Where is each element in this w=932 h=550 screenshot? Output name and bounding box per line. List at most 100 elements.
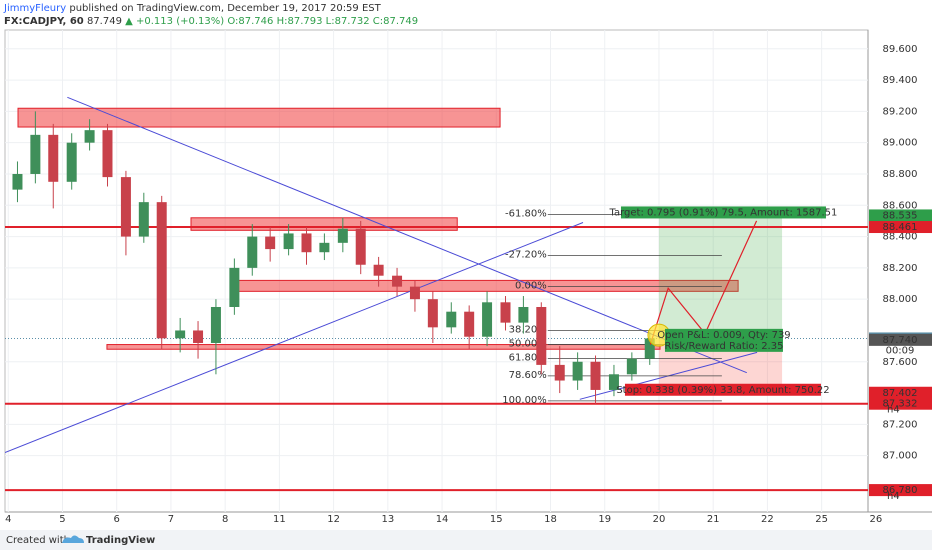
x-tick-label: 14 <box>436 514 449 525</box>
header-line: JimmyFleury published on TradingView.com… <box>3 3 382 14</box>
x-tick-label: 26 <box>869 514 882 525</box>
zone <box>106 344 661 350</box>
y-tick-label: 87.600 <box>883 357 918 368</box>
x-tick-label: 22 <box>761 514 774 525</box>
countdown-box <box>869 344 932 356</box>
candle-body <box>392 275 403 287</box>
candle-body <box>590 361 601 390</box>
y-tick-label: 89.400 <box>883 75 918 86</box>
candle-body <box>138 202 149 237</box>
x-tick-label: 15 <box>490 514 503 525</box>
candle-body <box>12 173 23 190</box>
fib-label: 0.00% <box>515 281 547 292</box>
author[interactable]: JimmyFleury <box>3 3 66 14</box>
fib-label: 38.20% <box>509 324 547 335</box>
candle-body <box>30 134 41 174</box>
candle-body <box>608 374 619 390</box>
x-tick-label: 19 <box>598 514 611 525</box>
price-label-box <box>869 386 932 399</box>
candle-body <box>229 267 240 307</box>
zone <box>190 217 458 231</box>
brand[interactable]: TradingView <box>86 535 155 546</box>
x-tick-label: 11 <box>273 514 286 525</box>
x-tick-label: 4 <box>5 514 11 525</box>
candle-body <box>355 228 366 265</box>
y-tick-label: 88.000 <box>883 294 918 305</box>
axes: 87.000 87.200 87.600 88.000 88.200 88.400 88.6… <box>5 44 932 525</box>
x-tick-label: 7 <box>168 514 174 525</box>
x-tick-label: 25 <box>815 514 828 525</box>
stop-label-box <box>624 383 821 396</box>
candle-body <box>66 142 77 182</box>
y-tick-label: 87.200 <box>883 419 918 430</box>
brand-logo <box>62 535 84 543</box>
y-tick-label: 89.000 <box>883 138 918 149</box>
plot-area: -61.80% -27.20% 0.00% 38.20% 50.00% 61.80% 78.… <box>5 30 868 512</box>
candle-body <box>175 330 186 339</box>
candle-body <box>536 306 547 365</box>
candle-body <box>626 358 637 375</box>
fib-label: -61.80% <box>505 209 547 220</box>
price-label-box <box>869 484 932 497</box>
level-note: h4 <box>887 491 900 502</box>
fib-label: 78.60% <box>509 370 547 381</box>
pnl-label: Open P&L: 0.009, Qty: 739 <box>657 330 790 341</box>
symbol-line: FX:CADJPY, 60 87.749 ▲ +0.113 (+0.13%) O… <box>4 16 418 27</box>
candle-body <box>644 338 655 359</box>
fib-label: -27.20% <box>505 249 547 260</box>
ohlc: O:87.746 H:87.793 L:87.732 C:87.749 <box>227 16 418 27</box>
candle-body <box>427 299 438 328</box>
x-tick-label: 13 <box>381 514 394 525</box>
price-label: 88.461 <box>883 222 918 233</box>
candle-body <box>554 364 565 381</box>
fib-label: 61.80% <box>509 353 547 364</box>
y-tick-label: 88.600 <box>883 200 918 211</box>
candle-body <box>482 302 493 337</box>
candle-body <box>319 242 330 253</box>
candle-body <box>156 202 167 339</box>
stop-label: Stop: 0.338 (0.39%) 33.8, Amount: 750.22 <box>616 385 829 396</box>
x-tick-label: 6 <box>114 514 120 525</box>
candle-body <box>283 233 294 250</box>
trend-line <box>67 96 747 374</box>
x-tick-label: 8 <box>222 514 228 525</box>
candle-body <box>265 236 276 250</box>
candle-body <box>373 264 384 276</box>
candle-body <box>446 311 457 328</box>
price-label-box <box>869 397 932 410</box>
fib-label: 100.00% <box>502 395 547 406</box>
projection-path <box>649 220 758 345</box>
rr-label: Risk/Reward Ratio: 2.35 <box>664 341 783 352</box>
countdown: 00:09 <box>886 345 915 356</box>
fib-label: 50.00% <box>509 339 547 350</box>
candle-body <box>84 130 95 143</box>
change: ▲ +0.113 (+0.13%) <box>125 16 224 27</box>
price-label-box <box>869 221 932 234</box>
candle-body <box>247 236 258 268</box>
price-label-box <box>869 209 932 222</box>
candle-body <box>48 134 59 182</box>
y-tick-label: 88.400 <box>883 232 918 243</box>
y-tick-label: 89.200 <box>883 106 918 117</box>
candle-body <box>301 233 312 253</box>
y-tick-label: 88.800 <box>883 169 918 180</box>
candle-body <box>337 228 348 243</box>
candle-body <box>409 286 420 300</box>
candle-body <box>464 311 475 337</box>
candle-body <box>193 330 204 343</box>
y-tick-label: 87.000 <box>883 451 918 462</box>
candle-body <box>500 302 511 323</box>
footer-bar <box>0 530 932 550</box>
x-tick-label: 5 <box>59 514 65 525</box>
symbol: FX:CADJPY, 60 <box>4 16 84 27</box>
candle-body <box>518 306 529 323</box>
rr-label-box <box>664 339 783 352</box>
level-note: h4 <box>887 405 900 416</box>
target-zone <box>658 215 783 340</box>
target-label-box <box>620 206 826 219</box>
x-tick-label: 12 <box>327 514 340 525</box>
last: 87.749 <box>87 16 122 27</box>
y-tick-label: 88.200 <box>883 263 918 274</box>
zone <box>17 107 501 128</box>
